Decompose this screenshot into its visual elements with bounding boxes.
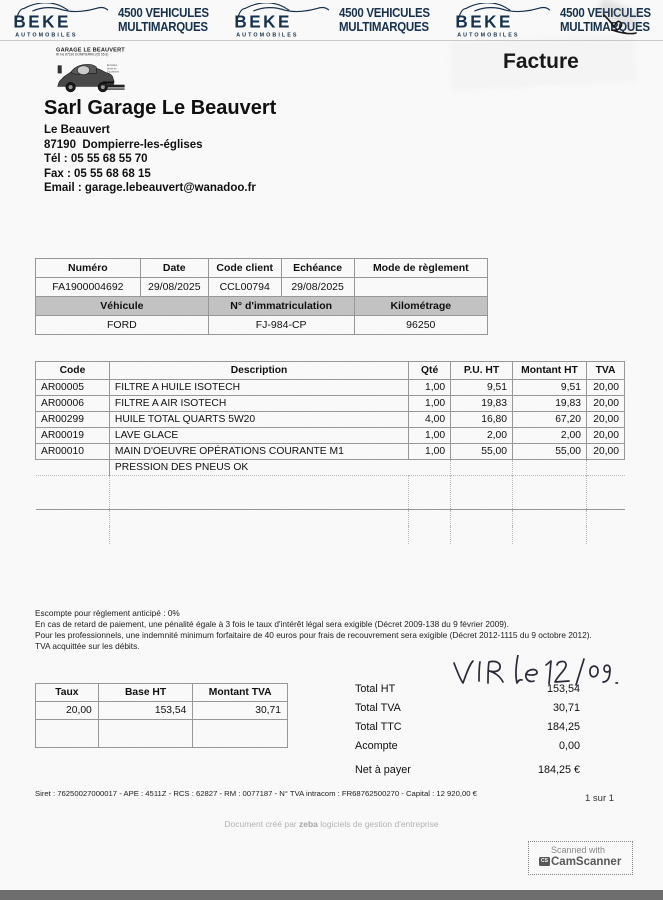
svg-text:Vente et: Vente et bbox=[107, 66, 117, 70]
svg-text:Entretien: Entretien bbox=[107, 63, 118, 67]
svg-text:Occasions: Occasions bbox=[107, 70, 120, 74]
svg-text:Rt He 87190 DOMPIERRE (05 55: Rt He 87190 DOMPIERRE (05 55 6) bbox=[56, 53, 108, 57]
